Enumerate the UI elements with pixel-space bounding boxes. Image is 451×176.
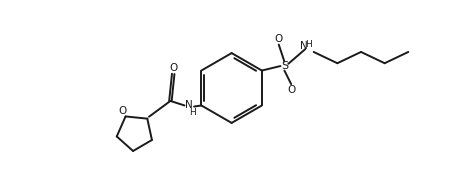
Text: O: O — [169, 63, 177, 73]
Text: O: O — [286, 85, 295, 95]
Text: N: N — [299, 41, 307, 51]
Text: H: H — [304, 40, 311, 49]
Text: O: O — [274, 34, 282, 44]
Text: N: N — [184, 100, 192, 111]
Text: O: O — [118, 106, 126, 116]
Text: S: S — [280, 61, 287, 71]
Text: H: H — [189, 108, 195, 117]
